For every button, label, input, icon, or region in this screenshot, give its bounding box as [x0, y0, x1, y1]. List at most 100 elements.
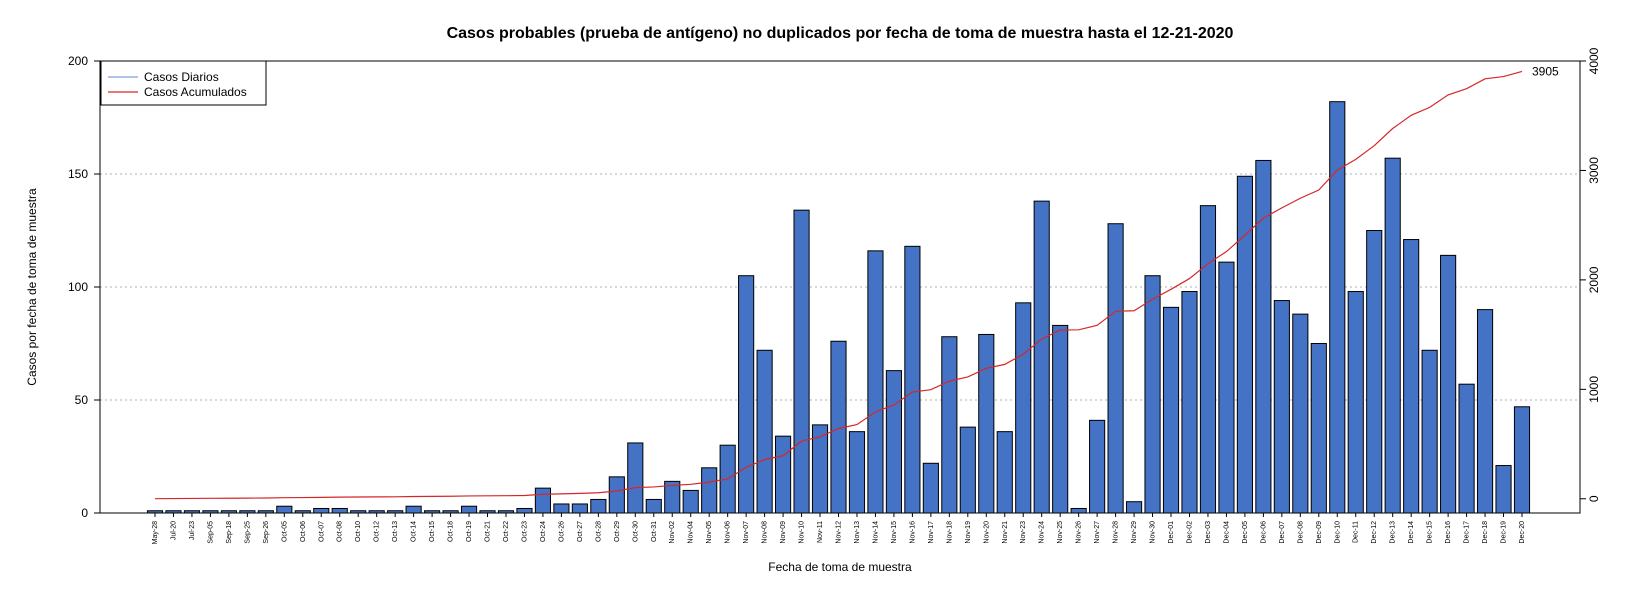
bar-dec-05	[1236, 175, 1253, 514]
bar-nov-08	[756, 349, 773, 514]
y-tick-label: 50	[75, 393, 89, 407]
bar-oct-26	[553, 503, 570, 514]
x-tick-label: Dec-15	[1427, 521, 1434, 544]
x-tick-label: Dec-04	[1223, 521, 1230, 544]
cumulative-line-group	[154, 70, 1523, 500]
bar-oct-28	[590, 498, 607, 514]
bar-nov-25	[1052, 324, 1069, 514]
x-tick-label: Sep-25	[244, 521, 251, 544]
x-tick-label: Dec-13	[1390, 521, 1397, 544]
x-tick-label: Oct-15	[429, 521, 436, 542]
cumulative-line	[154, 70, 1523, 500]
bar-nov-30	[1144, 275, 1161, 514]
x-axis-title: Fecha de toma de muestra	[768, 560, 912, 574]
bar-dec-10	[1329, 101, 1346, 514]
y-axis-left: 0 50 100 150 200	[68, 54, 100, 520]
x-tick-label: Oct-28	[595, 521, 602, 542]
x-tick-label: Nov-24	[1039, 521, 1046, 544]
x-tick-label: Oct-14	[411, 521, 418, 542]
bar-dec-06	[1255, 159, 1272, 514]
bar-dec-03	[1199, 205, 1217, 514]
x-tick-label: Dec-19	[1501, 521, 1508, 544]
x-tick-label: Dec-10	[1334, 521, 1341, 544]
bar-dec-15	[1421, 349, 1438, 514]
x-tick-label: Dec-11	[1353, 521, 1360, 543]
x-tick-label: Oct-08	[337, 521, 344, 542]
y2-tick-label: 0	[1587, 495, 1601, 502]
x-tick-label: Oct-18	[448, 521, 455, 542]
x-tick-label: Oct-24	[540, 521, 547, 542]
bar-dec-19	[1495, 465, 1512, 514]
x-tick-label: Nov-02	[669, 521, 676, 544]
bar-nov-13	[848, 431, 866, 514]
x-tick-label: Dec-05	[1242, 521, 1249, 544]
bar-nov-14	[867, 250, 884, 514]
y-axis-title: Casos por fecha de toma de muestra	[25, 188, 39, 386]
x-tick-label: Nov-28	[1113, 521, 1120, 544]
x-tick-label: Nov-05	[706, 521, 713, 544]
x-tick-label: Nov-20	[983, 521, 990, 544]
x-tick-label: Dec-01	[1168, 521, 1175, 544]
bar-nov-23	[1015, 302, 1032, 514]
bar-nov-28	[1107, 223, 1124, 514]
x-tick-label: Oct-22	[503, 521, 510, 542]
legend-label-cumulative: Casos Acumulados	[144, 85, 247, 99]
x-tick-label: Nov-29	[1131, 521, 1138, 544]
x-tick-label: Dec-03	[1205, 521, 1212, 544]
bars	[146, 101, 1531, 514]
x-tick-label: Dec-17	[1464, 521, 1471, 544]
x-tick-label: Nov-18	[946, 521, 953, 544]
x-tick-label: Oct-10	[355, 521, 362, 542]
bar-nov-29	[1125, 501, 1143, 514]
x-tick-label: Dec-16	[1445, 521, 1452, 544]
x-tick-label: Oct-27	[577, 521, 584, 542]
x-tick-label: Nov-07	[743, 521, 750, 544]
y2-tick-label: 2000	[1587, 266, 1601, 293]
bar-dec-12	[1366, 230, 1383, 514]
x-tick-label: Oct-07	[318, 521, 325, 542]
bar-dec-09	[1310, 343, 1327, 514]
x-tick-label: Nov-21	[1002, 521, 1009, 544]
legend: Casos Diarios Casos Acumulados	[100, 60, 267, 106]
x-tick-label: Dec-08	[1297, 521, 1304, 544]
y-tick-label: 150	[68, 167, 88, 181]
x-tick-label: Oct-30	[632, 521, 639, 542]
bar-oct-07	[313, 507, 330, 514]
x-tick-label: Dec-14	[1408, 521, 1415, 544]
x-tick-label: Nov-27	[1094, 521, 1101, 544]
x-tick-label: Nov-16	[909, 521, 916, 544]
bar-oct-08	[331, 507, 348, 514]
x-tick-label: Nov-30	[1150, 521, 1157, 544]
x-tick-label: Sep-26	[263, 521, 270, 544]
x-tick-label: Oct-26	[558, 521, 565, 542]
x-tick-label: Nov-04	[688, 521, 695, 544]
y-axis-right: 0 1000 2000 3000 4000	[1580, 47, 1601, 502]
x-tick-label: Nov-25	[1057, 521, 1064, 544]
cumulative-end-label: 3905	[1532, 64, 1559, 78]
x-tick-label: Dec-18	[1482, 521, 1489, 544]
x-tick-label: Nov-19	[965, 521, 972, 544]
bar-nov-05	[701, 467, 718, 514]
x-tick-label: Nov-13	[854, 521, 861, 544]
bar-nov-26	[1070, 507, 1087, 514]
x-tick-label: Oct-19	[466, 521, 473, 542]
x-tick-label: Nov-08	[762, 521, 769, 544]
x-tick-label: Oct-12	[374, 521, 381, 542]
bar-oct-31	[645, 498, 662, 514]
bar-dec-02	[1181, 291, 1198, 514]
x-tick-label: Oct-13	[392, 521, 399, 542]
bar-oct-23	[516, 507, 533, 514]
bar-dec-11	[1347, 291, 1364, 514]
bar-oct-29	[608, 476, 625, 514]
bar-nov-15	[885, 370, 902, 514]
bar-dec-13	[1384, 157, 1401, 514]
chart-title: Casos probables (prueba de antígeno) no …	[447, 25, 1234, 42]
x-tick-label: Nov-15	[891, 521, 898, 544]
bar-oct-14	[405, 505, 422, 514]
bar-dec-01	[1162, 306, 1180, 514]
bar-dec-14	[1403, 239, 1420, 514]
y-tick-label: 0	[81, 506, 88, 520]
x-tick-label: Dec-02	[1186, 521, 1193, 544]
